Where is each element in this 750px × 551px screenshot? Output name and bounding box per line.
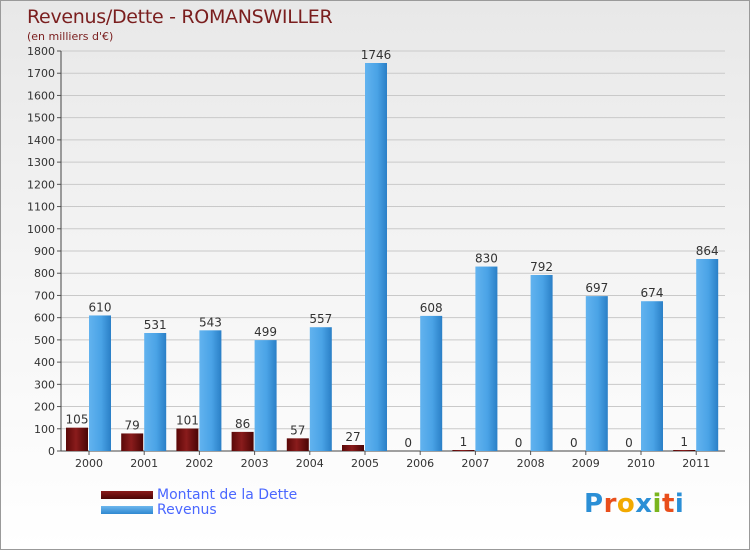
bar-revenue (309, 327, 332, 451)
bar-debt (342, 445, 364, 451)
data-label-revenue: 610 (89, 300, 112, 314)
legend-item-revenue: Revenus (101, 501, 297, 518)
legend-item-debt: Montant de la Dette (101, 486, 298, 503)
x-tick-label: 2004 (296, 457, 324, 470)
logo-letter: i (652, 489, 662, 519)
y-tick-label: 1200 (27, 178, 55, 191)
data-label-revenue: 531 (144, 318, 167, 332)
y-tick-label: 1500 (27, 112, 55, 125)
y-tick-label: 600 (34, 312, 55, 325)
y-tick-label: 1600 (27, 89, 55, 102)
y-tick-label: 500 (34, 334, 55, 347)
data-label-debt: 101 (176, 414, 199, 428)
x-tick-label: 2000 (75, 457, 103, 470)
data-label-revenue: 674 (641, 286, 664, 300)
y-tick-label: 800 (34, 267, 55, 280)
data-label-debt: 0 (570, 436, 578, 450)
data-label-debt: 27 (345, 430, 360, 444)
data-label-debt: 57 (290, 423, 305, 437)
y-tick-label: 100 (34, 423, 55, 436)
bar-debt (673, 450, 696, 451)
data-label-revenue: 608 (420, 301, 443, 315)
logo-letter: i (674, 489, 685, 519)
x-tick-label: 2002 (185, 457, 213, 470)
y-tick-label: 1400 (27, 134, 55, 147)
data-label-debt: 0 (625, 436, 633, 450)
bar-revenue (475, 266, 498, 451)
data-label-revenue: 1746 (361, 48, 392, 62)
legend-swatch-revenue (101, 505, 153, 514)
chart-title: Revenus/Dette - ROMANSWILLER (27, 6, 333, 28)
bar-revenue (641, 301, 663, 451)
data-label-revenue: 697 (585, 281, 608, 295)
y-tick-label: 1800 (27, 45, 55, 58)
y-tick-label: 0 (48, 445, 55, 458)
bar-revenue (585, 296, 608, 451)
x-tick-label: 2005 (351, 457, 379, 470)
legend-label-debt: Montant de la Dette (157, 486, 298, 503)
bar-revenue (254, 340, 277, 451)
chart-subtitle: (en milliers d'€) (27, 30, 114, 43)
bar-revenue (365, 63, 387, 451)
data-label-debt: 105 (66, 413, 89, 427)
data-label-debt: 1 (680, 435, 688, 449)
bar-debt (176, 428, 199, 451)
data-label-revenue: 864 (696, 244, 719, 258)
y-tick-label: 400 (34, 356, 55, 369)
x-tick-label: 2009 (572, 457, 600, 470)
x-tick-label: 2007 (461, 457, 489, 470)
data-label-debt: 0 (515, 436, 523, 450)
bar-revenue (89, 315, 111, 451)
y-tick-label: 700 (34, 289, 55, 302)
bar-debt (286, 438, 309, 451)
bar-debt (66, 427, 88, 451)
data-label-debt: 0 (404, 436, 412, 450)
x-tick-label: 2003 (241, 457, 269, 470)
bar-revenue (420, 315, 443, 451)
proxiti-logo: Proxiti (584, 489, 684, 519)
data-label-revenue: 499 (254, 325, 277, 339)
logo-letter: t (661, 489, 675, 519)
data-label-revenue: 792 (530, 260, 553, 274)
data-label-revenue: 830 (475, 252, 498, 266)
logo-letter: P (584, 489, 604, 519)
logo-letter: r (603, 489, 617, 519)
data-label-debt: 1 (460, 435, 468, 449)
bar-revenue (144, 333, 167, 451)
x-tick-label: 2001 (130, 457, 158, 470)
y-tick-label: 1700 (27, 67, 55, 80)
bar-revenue (696, 259, 719, 451)
data-label-revenue: 557 (309, 312, 332, 326)
data-label-debt: 79 (125, 418, 140, 432)
logo-letter: o (616, 489, 636, 519)
y-tick-label: 1000 (27, 223, 55, 236)
logo-letter: x (635, 489, 653, 519)
bar-debt (452, 450, 475, 451)
y-tick-label: 1100 (27, 201, 55, 214)
bar-debt (231, 431, 254, 451)
y-tick-label: 300 (34, 378, 55, 391)
y-tick-label: 1300 (27, 156, 55, 169)
x-tick-label: 2008 (517, 457, 545, 470)
bar-debt (121, 433, 144, 451)
y-tick-label: 200 (34, 401, 55, 414)
data-label-revenue: 543 (199, 315, 222, 329)
x-tick-label: 2006 (406, 457, 434, 470)
legend-swatch-debt (101, 490, 153, 499)
x-tick-label: 2010 (627, 457, 655, 470)
chart-legend: Montant de la Dette Revenus (101, 486, 298, 518)
y-tick-label: 900 (34, 245, 55, 258)
x-tick-label: 2011 (682, 457, 710, 470)
bar-revenue (530, 275, 553, 451)
bar-revenue (199, 330, 222, 451)
data-label-debt: 86 (235, 417, 250, 431)
legend-label-revenue: Revenus (157, 501, 217, 518)
